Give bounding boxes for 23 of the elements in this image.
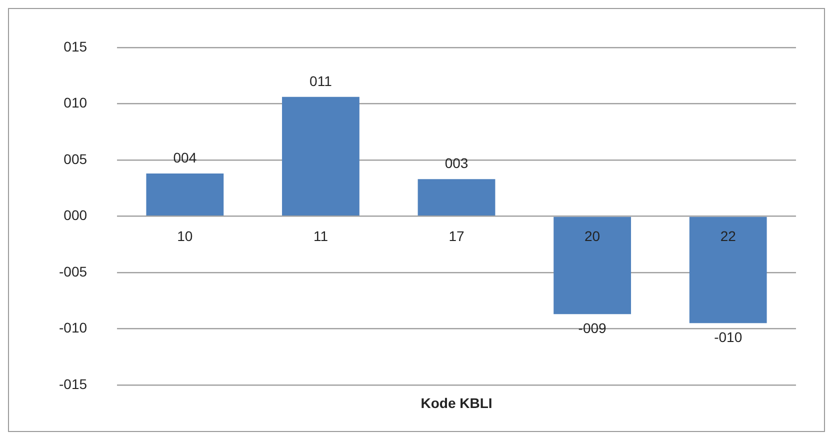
bar [689, 216, 767, 324]
x-tick-label: 17 [448, 228, 465, 244]
x-tick-label: 10 [177, 228, 193, 244]
data-label: 004 [173, 149, 197, 166]
x-tick-label: 20 [584, 228, 600, 244]
y-tick-label: -015 [58, 376, 88, 392]
y-tick-label: 015 [64, 38, 88, 54]
x-axis-title: Kode KBLI [420, 394, 492, 411]
y-tick-label: -005 [58, 263, 88, 280]
data-label: -010 [714, 328, 742, 345]
y-tick-label: 010 [64, 94, 88, 111]
data-label: -009 [578, 320, 607, 336]
bar [146, 173, 224, 216]
bar [282, 96, 360, 216]
y-tick-label: 000 [64, 207, 88, 224]
x-tick-label: 11 [313, 228, 328, 244]
bar [554, 216, 632, 314]
bar [418, 179, 496, 216]
y-tick-label: 005 [64, 150, 88, 167]
x-tick-label: 22 [720, 228, 736, 244]
data-label: 003 [444, 154, 468, 171]
y-tick-label: -010 [58, 320, 88, 336]
data-label: 011 [310, 72, 332, 89]
